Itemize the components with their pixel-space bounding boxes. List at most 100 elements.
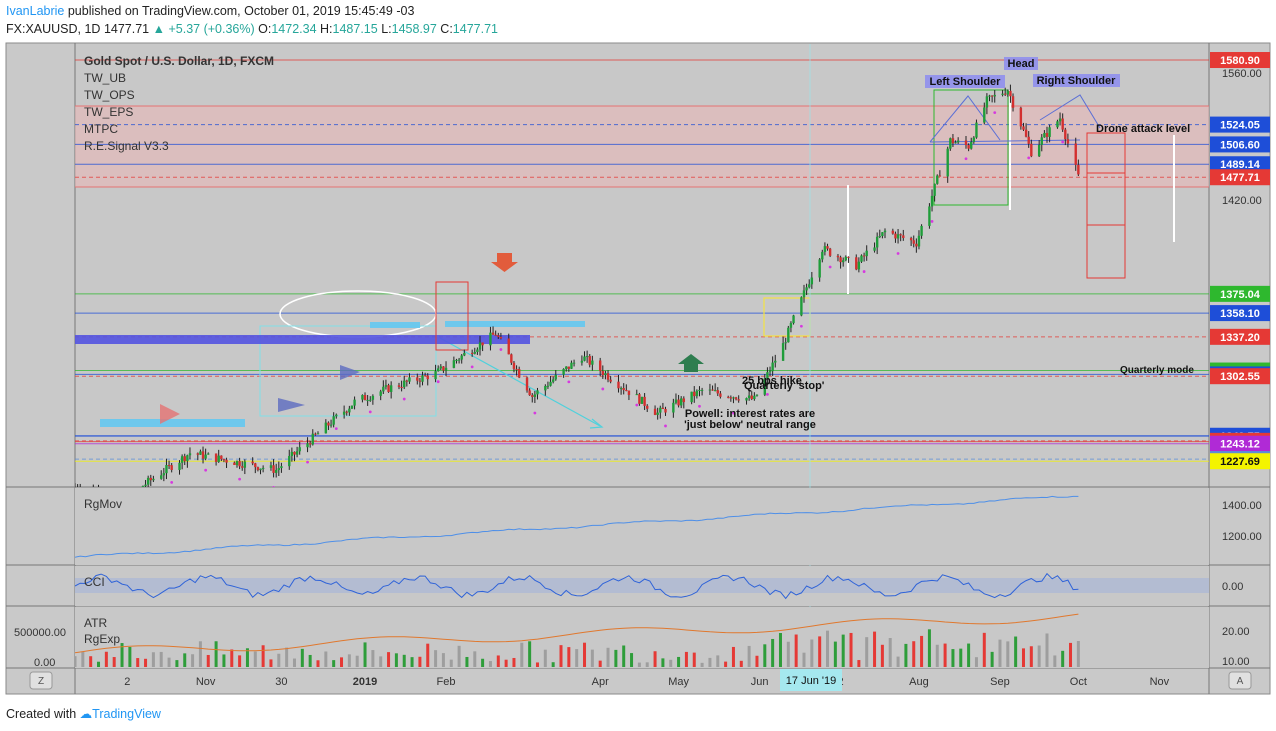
candle [214, 453, 218, 462]
volume-bar [434, 650, 438, 667]
ohlc-o-label: O: [258, 22, 272, 36]
candle [802, 290, 806, 298]
candle [350, 405, 354, 409]
candle [1011, 96, 1015, 108]
auto-scale-label: A [1237, 676, 1244, 687]
time-label: May [668, 676, 689, 688]
price-label: 1489.14 [1220, 159, 1261, 171]
candle [183, 456, 186, 462]
price-label: 1375.04 [1220, 289, 1261, 301]
tradingview-logo-icon[interactable]: ☁ [79, 707, 93, 721]
candle [883, 230, 887, 233]
candle [653, 408, 657, 415]
candle [416, 377, 419, 381]
red-box [435, 281, 469, 351]
candle [269, 465, 273, 468]
ohlc-o: 1472.34 [271, 22, 317, 36]
signal-dot [334, 427, 338, 431]
candle [256, 467, 260, 471]
signal-dot [272, 486, 275, 487]
candle [826, 246, 829, 249]
candle [457, 359, 461, 361]
auto-scale-button[interactable] [1228, 671, 1252, 690]
price-label: 1358.10 [1220, 308, 1260, 320]
candle [332, 416, 335, 425]
volume-bar [818, 636, 822, 667]
price-label-box [1210, 136, 1270, 153]
candle [1061, 118, 1064, 130]
candle [891, 230, 895, 234]
candle [617, 381, 620, 389]
volume-bar [684, 651, 688, 667]
candle [531, 395, 534, 397]
price-tick: 1560.00 [1222, 68, 1262, 80]
time-label: Nov [1150, 676, 1170, 688]
volume-bar [151, 652, 155, 667]
volume-bar [300, 648, 304, 667]
quarterly-mode-label: Quarterly mode [1120, 365, 1194, 376]
candle [217, 455, 220, 462]
legend-indicator: TW_OPS [84, 88, 135, 102]
ohlc-h: 1487.15 [332, 22, 378, 36]
candle [517, 369, 521, 378]
candle [470, 352, 474, 354]
target-box [1086, 132, 1126, 279]
volume-bar [214, 641, 218, 667]
volume-bar [245, 648, 249, 667]
candle [902, 235, 905, 239]
time-label: 2 [124, 676, 130, 688]
candle [452, 360, 456, 368]
candle [711, 389, 714, 391]
candle [152, 478, 155, 481]
candle [408, 377, 411, 382]
candle [808, 284, 811, 288]
volume-bar [1053, 655, 1057, 667]
volume-bar [880, 644, 884, 667]
candle [397, 385, 401, 387]
candle [272, 465, 275, 473]
rgmov-pane[interactable] [75, 488, 1209, 565]
head-label: Head [1008, 58, 1035, 70]
candle [753, 395, 756, 400]
signal-dot [306, 460, 309, 464]
zoom-reset-button[interactable] [29, 671, 53, 690]
volume-bar [292, 658, 296, 667]
price-label-box [1210, 156, 1270, 173]
publish-info: published on TradingView.com, October 01… [67, 4, 415, 18]
rgmov-tick: 1200.00 [1222, 531, 1262, 543]
price-label-box [1210, 453, 1270, 470]
price-label: 1506.60 [1220, 139, 1260, 151]
candle [983, 107, 986, 123]
candle [732, 397, 735, 399]
time-label: Apr [592, 676, 609, 688]
volume-bar [379, 656, 383, 667]
candle [841, 260, 845, 263]
candle [713, 390, 717, 392]
candle [235, 461, 239, 466]
candle [1009, 90, 1012, 97]
candle [917, 235, 921, 247]
volume-bar [833, 641, 837, 667]
tradingview-brand[interactable]: TradingView [92, 707, 161, 721]
signal-dot [170, 481, 174, 484]
ohlc-c: 1477.71 [452, 22, 498, 36]
candle [805, 287, 808, 291]
candle [510, 354, 513, 363]
volume-bar [920, 635, 924, 667]
volume-bar [951, 649, 955, 667]
candle [254, 463, 257, 468]
candle [199, 451, 202, 455]
time-label: 30 [275, 676, 287, 688]
candle [972, 137, 976, 142]
volume-bar [504, 659, 508, 667]
candle [481, 342, 484, 346]
volume-bar [175, 660, 179, 667]
candle [664, 408, 667, 413]
price-tick: 1420.00 [1222, 195, 1262, 207]
candle [149, 477, 152, 481]
candle [426, 375, 429, 380]
candle [865, 250, 868, 257]
author-link[interactable]: IvanLabrie [6, 4, 65, 18]
signal-dot [964, 157, 968, 161]
